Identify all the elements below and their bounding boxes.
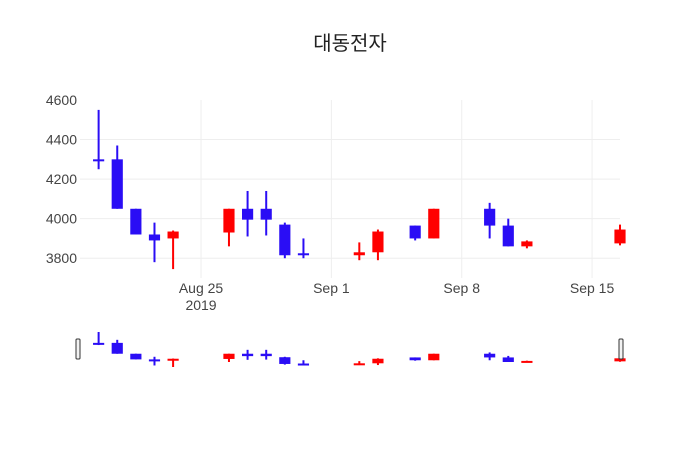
candle-decreasing (148, 222, 161, 263)
candle-body (521, 241, 533, 247)
slider-candle-body (614, 358, 626, 362)
x-tick-label: Sep 8 (443, 280, 480, 296)
candle-increasing (353, 242, 365, 261)
candle-decreasing (297, 238, 310, 259)
x-tick-label: Sep 1 (313, 280, 350, 296)
x-tick-year-label: 2019 (185, 297, 216, 313)
candle-increasing (614, 224, 626, 246)
slider-candle-body (148, 359, 161, 362)
slider-candle (428, 353, 440, 361)
y-tick-label: 3800 (46, 250, 77, 266)
candle-decreasing (502, 218, 514, 247)
range-slider-left-handle[interactable] (75, 338, 81, 360)
candle-layer (93, 109, 626, 270)
slider-candle-body (279, 357, 291, 364)
y-tick-label: 4600 (46, 92, 77, 108)
slider-candle (297, 360, 310, 366)
slider-candle-body (297, 363, 310, 366)
slider-candle-body (93, 342, 105, 345)
slider-candle (521, 360, 533, 363)
candle-increasing (167, 230, 179, 270)
slider-candle (111, 339, 123, 354)
slider-candle-body (502, 357, 514, 362)
candle-body (353, 252, 365, 256)
slider-candle (279, 356, 291, 365)
range-slider[interactable] (75, 332, 626, 367)
slider-candle (353, 361, 365, 366)
slider-candle-body (223, 353, 235, 359)
slider-candle (484, 352, 496, 361)
candle-decreasing (111, 145, 123, 209)
slider-candle-body (242, 353, 254, 357)
slider-candle (130, 353, 142, 360)
grid-layer (80, 100, 620, 278)
chart-title: 대동전자 (313, 32, 387, 55)
candle-decreasing (409, 225, 421, 241)
candle-body (242, 208, 254, 220)
candle-body (409, 225, 421, 239)
candle-body (614, 229, 626, 244)
y-tick-label: 4000 (46, 211, 77, 227)
slider-candle (372, 358, 384, 366)
candle-decreasing (130, 208, 142, 235)
candle-body (279, 224, 291, 256)
range-slider-right-handle[interactable] (618, 338, 624, 360)
slider-candle (93, 332, 105, 346)
x-tick-label: Aug 25 (179, 280, 224, 296)
candle-increasing (428, 208, 440, 239)
range-slider-background (80, 332, 620, 367)
candle-body (372, 231, 384, 253)
candle-body (223, 208, 235, 233)
candle-body (502, 225, 514, 247)
x-tick-label: Sep 15 (570, 280, 615, 296)
candle-decreasing (279, 222, 291, 259)
slider-candle-body (484, 353, 496, 358)
candle-increasing (223, 208, 235, 247)
slider-candle-body (372, 358, 384, 364)
candle-body (167, 231, 179, 239)
candle-decreasing (260, 190, 272, 236)
y-tick-label: 4400 (46, 132, 77, 148)
slider-candle (167, 358, 179, 367)
candle-body (428, 208, 440, 239)
slider-candle (502, 355, 514, 362)
candle-decreasing (484, 202, 496, 239)
slider-candle-body (353, 363, 365, 366)
y-tick-label: 4200 (46, 171, 77, 187)
candle-body (111, 159, 123, 209)
candle-body (148, 234, 161, 241)
slider-candle-body (409, 357, 421, 361)
candle-body (130, 208, 142, 235)
candle-body (297, 253, 310, 256)
slider-candle-body (167, 358, 179, 361)
candle-increasing (372, 229, 384, 261)
candle-body (484, 208, 496, 226)
slider-candle (409, 357, 421, 361)
slider-candle (223, 353, 235, 362)
slider-candle-body (428, 353, 440, 361)
candle-increasing (521, 240, 533, 249)
candle-decreasing (242, 190, 254, 237)
candle-decreasing (93, 109, 105, 170)
slider-candle-body (111, 342, 123, 354)
candle-body (93, 159, 105, 162)
candle-body (260, 208, 272, 220)
slider-candle-body (521, 360, 533, 363)
slider-candle-body (260, 353, 272, 357)
slider-candle-body (130, 353, 142, 360)
slider-candle (148, 356, 161, 366)
slider-candle (242, 349, 254, 360)
slider-candle (260, 349, 272, 360)
